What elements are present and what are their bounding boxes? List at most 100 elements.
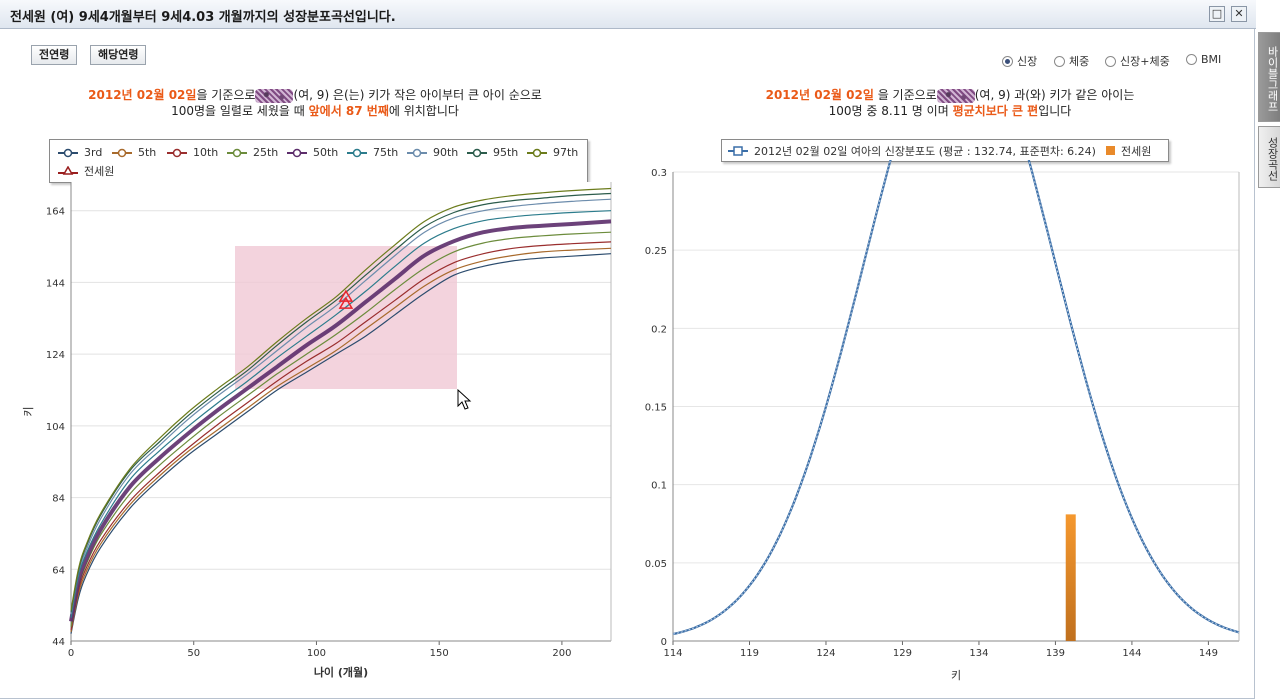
legend-swatch-3rd xyxy=(58,148,78,157)
legend-swatch-5th xyxy=(112,148,132,157)
legend-swatch-95th xyxy=(467,148,487,157)
child-bar xyxy=(1065,514,1076,641)
legend-swatch-25th xyxy=(227,148,247,157)
legend-swatch-50th xyxy=(287,148,307,157)
x-axis-title: 나이 (개월) xyxy=(314,665,368,679)
distribution-chart: 0 0.05 0.1 0.15 0.2 0.25 0.3 114 119 124 129 134 139… xyxy=(645,160,1240,682)
y-tick-label: 0.3 xyxy=(651,168,667,179)
all-ages-button[interactable]: 전연령 xyxy=(31,45,78,65)
y-tick-label: 164 xyxy=(46,207,65,218)
x-tick-label: 50 xyxy=(187,648,200,659)
child-marker-lower xyxy=(338,296,354,309)
tab-growth-curve[interactable]: 성장곡선 xyxy=(1258,126,1280,188)
legend-item-10th[interactable]: 10th xyxy=(167,146,218,159)
series-line-25th xyxy=(70,231,612,627)
x-tick-label: 119 xyxy=(740,648,759,659)
window-titlebar: 전세원 (여) 9세4개월부터 9세4.03 개월까지의 성장분포곡선입니다. … xyxy=(0,0,1256,29)
y-axis-title: 키 xyxy=(22,406,35,416)
legend-item-95th[interactable]: 95th xyxy=(467,146,518,159)
radio-dot xyxy=(1054,55,1065,67)
series-line-5th xyxy=(70,247,612,633)
legend-label: 전세원 xyxy=(84,165,115,178)
x-axis-title: 키 xyxy=(951,669,961,682)
radio-weight[interactable]: 체중 xyxy=(1054,53,1089,69)
x-tick-label: 139 xyxy=(1046,648,1065,659)
y-tick-label: 44 xyxy=(52,637,65,648)
desc-text: 을 기준으로 xyxy=(196,88,256,102)
right-description-line1: 2012년 02월 02일 을 기준으로 (여, 9) 과(와) 키가 같은 아이… xyxy=(690,87,1210,103)
radio-dot xyxy=(1186,54,1197,65)
legend-label: 75th xyxy=(373,146,399,159)
left-description: 2012년 02월 02일을 기준으로 (여, 9) 은(는) 키가 작은 아이부… xyxy=(40,87,590,119)
legend-swatch-10th xyxy=(167,148,187,157)
window-title: 전세원 (여) 9세4개월부터 9세4.03 개월까지의 성장분포곡선입니다. xyxy=(10,10,396,25)
left-description-line1: 2012년 02월 02일을 기준으로 (여, 9) 은(는) 키가 작은 아이부… xyxy=(40,87,590,103)
series-line-50th xyxy=(69,219,612,622)
legend-swatch-child xyxy=(58,166,78,175)
y-tick-label: 0.2 xyxy=(651,324,667,335)
distribution-curve-markers xyxy=(672,160,1240,635)
legend-item-3rd[interactable]: 3rd xyxy=(58,146,102,159)
desc-text: (여, 9) 과(와) 키가 같은 아이는 xyxy=(974,88,1135,102)
close-button[interactable]: ✕ xyxy=(1231,6,1247,22)
radio-height-weight[interactable]: 신장+체중 xyxy=(1105,53,1170,69)
window-frame xyxy=(0,29,1255,699)
distribution-legend: 2012년 02월 02일 여아의 신장분포도 (평균 : 132.74, 표준… xyxy=(721,139,1169,162)
radio-bmi[interactable]: BMI xyxy=(1186,53,1221,66)
y-tick-label: 144 xyxy=(46,278,65,289)
series-line-10th xyxy=(70,241,612,631)
legend-item-50th[interactable]: 50th xyxy=(287,146,338,159)
legend-label: 5th xyxy=(138,146,157,159)
legend-label: 50th xyxy=(313,146,339,159)
x-tick-label: 124 xyxy=(816,648,835,659)
legend-item-child[interactable]: 전세원 xyxy=(58,163,114,179)
legend-item-90th[interactable]: 90th xyxy=(407,146,458,159)
radio-dot xyxy=(1105,55,1116,67)
legend-item-75th[interactable]: 75th xyxy=(347,146,398,159)
legend-swatch-90th xyxy=(407,148,427,157)
desc-text: (여, 9) 은(는) 키가 작은 아이부터 큰 아이 순으로 xyxy=(293,88,542,102)
legend-swatch-75th xyxy=(347,148,367,157)
x-tick-label: 100 xyxy=(307,648,326,659)
y-tick-label: 0.1 xyxy=(651,481,667,492)
radio-label: 체중 xyxy=(1069,55,1090,68)
right-description-line2: 100명 중 8.11 명 이며 평균치보다 큰 편입니다 xyxy=(690,103,1210,119)
desc-text: 100명을 일렬로 세웠을 때 xyxy=(171,104,305,118)
legend-item-97th[interactable]: 97th xyxy=(527,146,578,159)
legend-label: 25th xyxy=(253,146,279,159)
legend-item-5th[interactable]: 5th xyxy=(112,146,156,159)
mouse-cursor-icon xyxy=(457,389,472,410)
series-line-95th xyxy=(70,192,612,613)
y-tick-label: 84 xyxy=(52,494,65,505)
x-tick-label: 134 xyxy=(969,648,988,659)
desc-text: 입니다 xyxy=(1038,104,1072,118)
y-tick-label: 0.15 xyxy=(645,403,667,414)
legend-item-25th[interactable]: 25th xyxy=(227,146,278,159)
y-tick-label: 0.05 xyxy=(645,559,667,570)
legend-label: 10th xyxy=(193,146,219,159)
series-line-90th xyxy=(70,198,612,615)
growth-legend: 3rd 5th 10th 25th 50th 75th 90th 95th 97… xyxy=(49,139,588,183)
right-description: 2012년 02월 02일 을 기준으로 (여, 9) 과(와) 키가 같은 아이… xyxy=(690,87,1210,119)
restore-button[interactable]: □ xyxy=(1209,6,1225,22)
x-tick-label: 114 xyxy=(663,648,682,659)
radio-height[interactable]: 신장 xyxy=(1002,53,1037,69)
growth-chart: 44 64 84 104 124 144 164 0 50 100 150 200 나이 (개월) 키 xyxy=(22,182,612,679)
rank-highlight: 앞에서 87 번째 xyxy=(308,104,389,118)
this-age-button[interactable]: 해당연령 xyxy=(90,45,147,65)
radio-label: 신장+체중 xyxy=(1120,55,1170,68)
legend-label-distribution: 2012년 02월 02일 여아의 신장분포도 (평균 : 132.74, 표준… xyxy=(754,144,1096,158)
desc-text: 100명 중 8.11 명 이며 xyxy=(828,104,949,118)
child-marker-upper xyxy=(338,289,354,302)
radio-dot-selected xyxy=(1002,55,1013,67)
legend-swatch-bar xyxy=(1105,146,1115,155)
x-tick-label: 200 xyxy=(552,648,571,659)
blurred-name xyxy=(255,88,294,103)
y-tick-label: 124 xyxy=(46,350,65,361)
y-tick-label: 104 xyxy=(46,422,65,433)
legend-label: 95th xyxy=(493,146,519,159)
tab-bible-graph[interactable]: 바이블그래프 xyxy=(1258,32,1280,122)
x-tick-label: 0 xyxy=(68,648,74,659)
date-highlight: 2012년 02월 02일 xyxy=(88,88,197,102)
series-line-3rd xyxy=(70,253,612,634)
